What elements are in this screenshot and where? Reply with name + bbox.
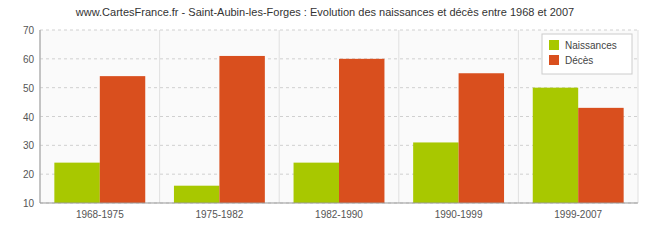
bar xyxy=(459,73,504,203)
group-separator xyxy=(398,30,399,203)
y-tick-label: 10 xyxy=(23,198,35,209)
bar xyxy=(294,163,339,203)
bar xyxy=(578,108,623,203)
bar xyxy=(54,163,99,203)
legend-box xyxy=(542,34,632,74)
y-tick-label: 40 xyxy=(23,112,35,123)
legend-label: Décès xyxy=(565,55,593,66)
bar xyxy=(413,142,458,203)
bars xyxy=(54,56,623,203)
group-separator xyxy=(159,30,160,203)
bar xyxy=(339,59,384,203)
y-axis xyxy=(40,30,41,203)
y-tick-label: 50 xyxy=(23,83,35,94)
y-tick-label: 30 xyxy=(23,140,35,151)
y-tick-label: 70 xyxy=(23,25,35,36)
group-separator xyxy=(638,30,639,203)
x-tick-label: 1999-2007 xyxy=(554,209,602,220)
bar xyxy=(533,88,578,203)
x-axis xyxy=(40,203,638,204)
grid-line xyxy=(40,203,638,204)
y-tick-label: 20 xyxy=(23,169,35,180)
legend: Naissances Décès xyxy=(542,34,632,74)
legend-label: Naissances xyxy=(565,40,617,51)
legend-swatch xyxy=(549,40,559,50)
chart: www.CartesFrance.fr - Saint-Aubin-les-Fo… xyxy=(0,0,650,229)
x-tick-label: 1990-1999 xyxy=(435,209,483,220)
legend-swatch xyxy=(549,55,559,65)
y-tick-label: 60 xyxy=(23,54,35,65)
group-separator xyxy=(518,30,519,203)
x-tick-label: 1968-1975 xyxy=(76,209,124,220)
bar xyxy=(174,186,219,203)
x-tick-label: 1975-1982 xyxy=(195,209,243,220)
group-separator xyxy=(279,30,280,203)
x-tick-label: 1982-1990 xyxy=(315,209,363,220)
grid-line xyxy=(40,30,638,31)
bar xyxy=(100,76,145,203)
bar xyxy=(219,56,264,203)
title: www.CartesFrance.fr - Saint-Aubin-les-Fo… xyxy=(75,6,574,18)
group-separator xyxy=(40,30,41,203)
